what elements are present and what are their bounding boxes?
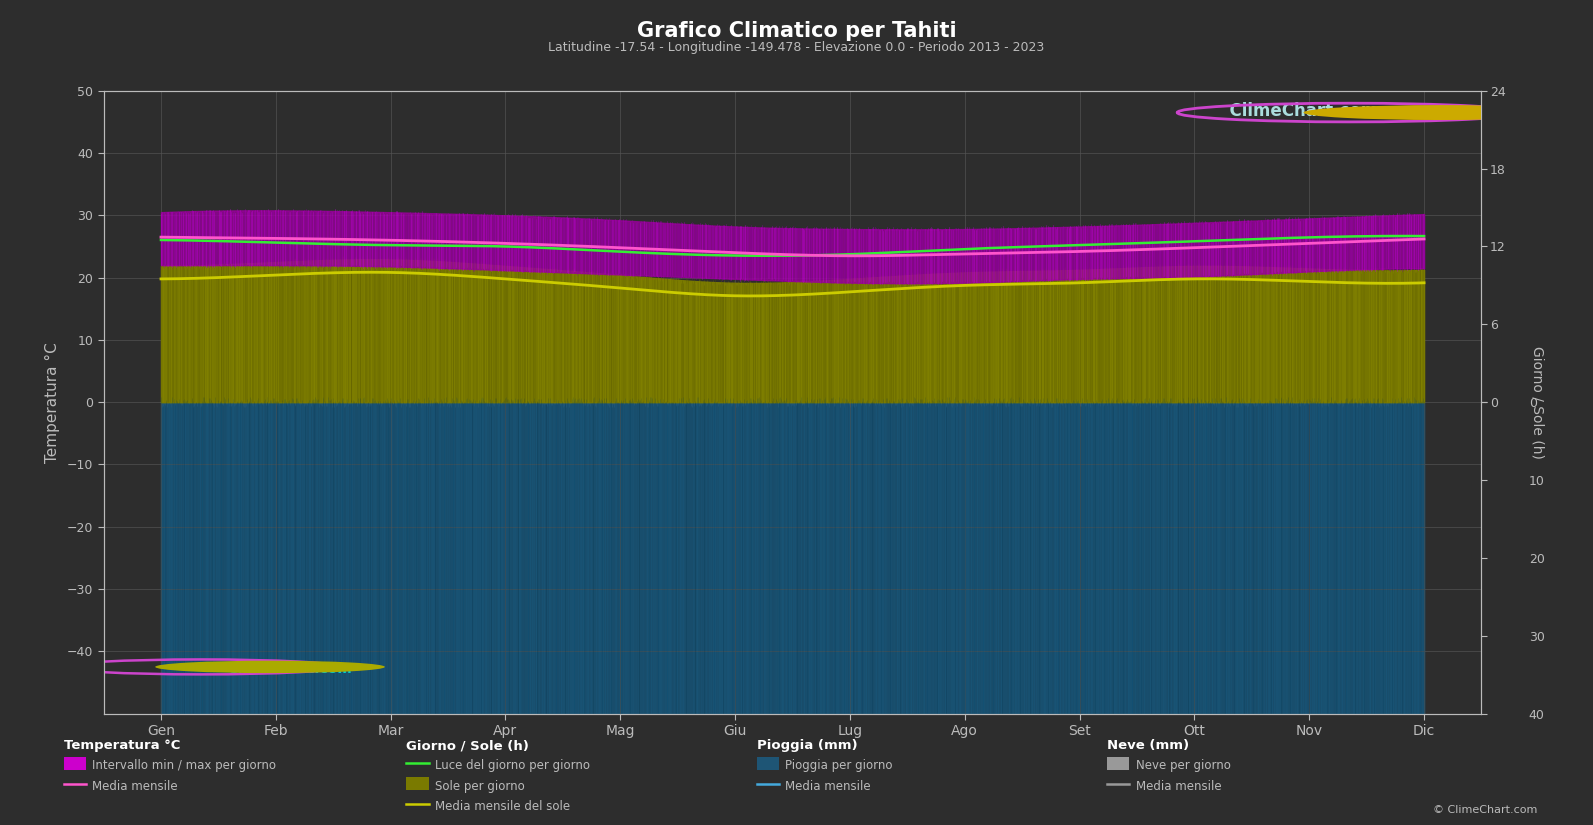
Text: Sole per giorno: Sole per giorno — [435, 780, 524, 793]
Text: Grafico Climatico per Tahiti: Grafico Climatico per Tahiti — [637, 21, 956, 40]
Text: Temperatura °C: Temperatura °C — [64, 739, 180, 752]
Text: Media mensile: Media mensile — [785, 780, 871, 793]
Text: Media mensile del sole: Media mensile del sole — [435, 799, 570, 813]
Text: © ClimeChart.com: © ClimeChart.com — [1432, 805, 1537, 815]
Text: ClimeChart.com: ClimeChart.com — [218, 662, 352, 676]
Text: Neve (mm): Neve (mm) — [1107, 739, 1190, 752]
Text: Pioggia (mm): Pioggia (mm) — [757, 739, 857, 752]
Text: Luce del giorno per giorno: Luce del giorno per giorno — [435, 759, 589, 772]
Circle shape — [155, 661, 386, 673]
Text: Latitudine -17.54 - Longitudine -149.478 - Elevazione 0.0 - Periodo 2013 - 2023: Latitudine -17.54 - Longitudine -149.478… — [548, 41, 1045, 54]
Text: Media mensile: Media mensile — [92, 780, 178, 793]
Text: Neve per giorno: Neve per giorno — [1136, 759, 1231, 772]
Y-axis label: Giorno / Sole (h): Giorno / Sole (h) — [1531, 346, 1545, 459]
Text: Intervallo min / max per giorno: Intervallo min / max per giorno — [92, 759, 277, 772]
Circle shape — [1303, 105, 1579, 120]
Text: Giorno / Sole (h): Giorno / Sole (h) — [406, 739, 529, 752]
Y-axis label: Temperatura °C: Temperatura °C — [45, 342, 61, 463]
Text: Media mensile: Media mensile — [1136, 780, 1222, 793]
Text: Pioggia per giorno: Pioggia per giorno — [785, 759, 892, 772]
Text: ClimeChart.com: ClimeChart.com — [1219, 101, 1378, 120]
